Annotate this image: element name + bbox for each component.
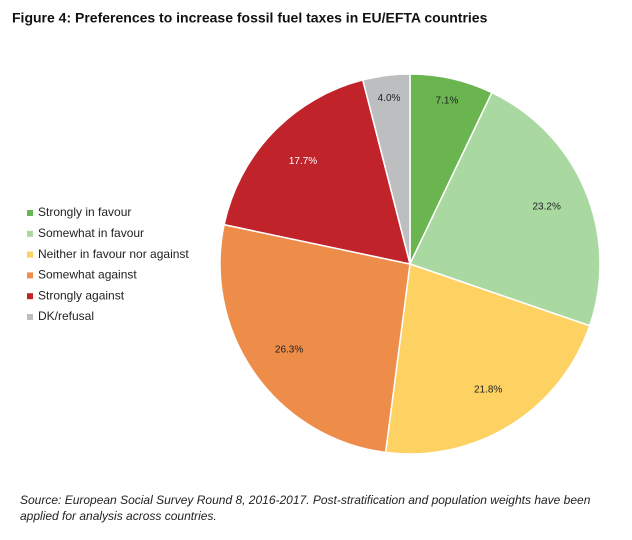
data-label: 4.0% — [378, 93, 401, 104]
legend-swatch — [27, 230, 33, 237]
pie-slice — [408, 91, 601, 327]
legend-label: Strongly against — [38, 288, 125, 302]
legend-label: Strongly in favour — [38, 205, 131, 219]
legend-label: Neither in favour nor against — [38, 247, 189, 261]
pie-slice — [384, 262, 591, 455]
pie-slice — [219, 223, 411, 454]
chart: Figure 4: Preferences to increase fossil… — [12, 10, 601, 455]
legend-label: DK/refusal — [38, 309, 94, 323]
legend-label: Somewhat against — [38, 268, 137, 282]
pie-slice — [361, 73, 411, 265]
data-label: 17.7% — [289, 156, 317, 167]
legend-swatch — [27, 251, 33, 258]
legend-swatch — [27, 272, 33, 279]
chart-title: Figure 4: Preferences to increase fossil… — [12, 10, 488, 26]
pie-slice — [223, 79, 412, 265]
source-note: Source: European Social Survey Round 8, … — [20, 493, 591, 523]
data-label: 21.8% — [474, 385, 502, 396]
data-label: 26.3% — [275, 344, 303, 355]
data-label: 23.2% — [532, 201, 560, 212]
legend-swatch — [27, 293, 33, 300]
legend-swatch — [27, 314, 33, 320]
data-label: 7.1% — [436, 96, 459, 107]
legend-label: Somewhat in favour — [38, 226, 144, 240]
legend-swatch — [27, 210, 33, 216]
